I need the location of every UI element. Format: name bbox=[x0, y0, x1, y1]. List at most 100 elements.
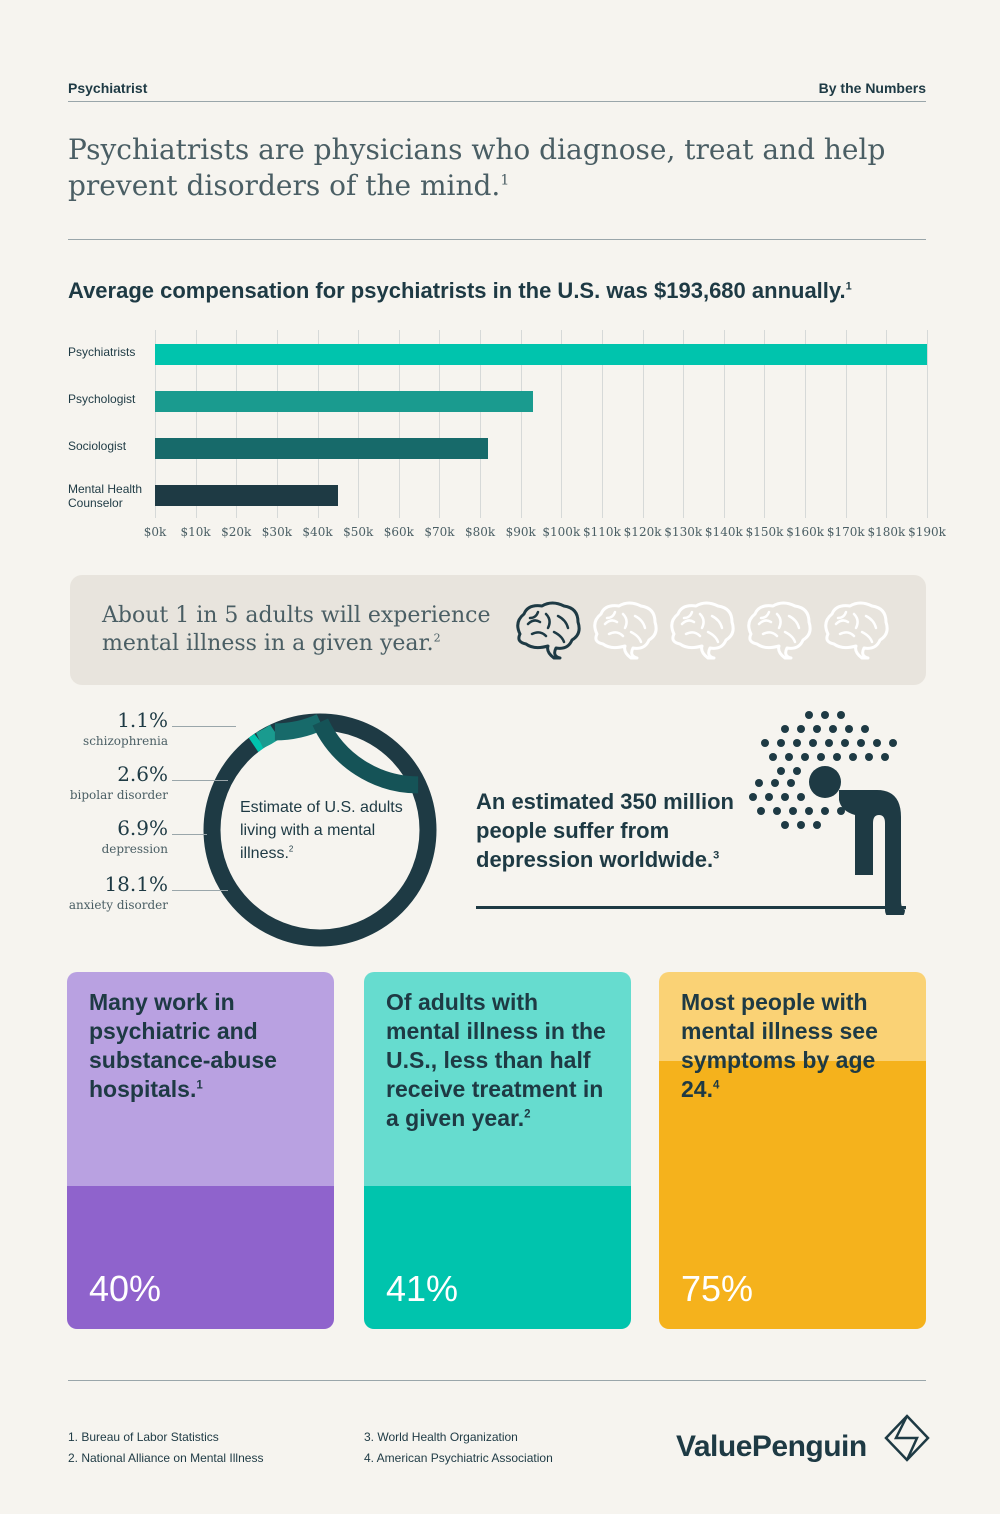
depression-footnote: 3 bbox=[713, 849, 720, 862]
donut-center-footnote: 2 bbox=[288, 844, 294, 854]
bar-gridline bbox=[439, 330, 441, 518]
intro-footnote: 1 bbox=[500, 172, 510, 189]
bar-gridline bbox=[561, 330, 563, 518]
bar-gridline bbox=[805, 330, 807, 518]
intro-text: Psychiatrists are physicians who diagnos… bbox=[68, 133, 886, 202]
donut-slice-bipolar-disorder bbox=[255, 724, 280, 749]
stat-card: Of adults with mental illness in the U.S… bbox=[364, 972, 631, 1329]
callout-statement: About 1 in 5 adults will experience ment… bbox=[102, 602, 502, 658]
donut-center-text: Estimate of U.S. adults living with a me… bbox=[240, 799, 403, 862]
intro-divider bbox=[68, 239, 926, 240]
bar-x-tick-label: $100k bbox=[542, 525, 581, 539]
donut-slice-label: schizophrenia bbox=[83, 734, 168, 748]
stat-card-background bbox=[67, 972, 334, 1186]
donut-slice-label: bipolar disorder bbox=[69, 788, 168, 802]
depression-text: An estimated 350 million people suffer f… bbox=[476, 789, 734, 872]
brand-logo-text: ValuePenguin bbox=[676, 1430, 867, 1463]
stat-card-footnote: 4 bbox=[712, 1079, 720, 1092]
bar-x-tick-label: $140k bbox=[704, 525, 743, 539]
stat-card-text: Most people with mental illness see symp… bbox=[681, 989, 878, 1102]
donut-slice-label: anxiety disorder bbox=[68, 898, 168, 912]
bar-x-tick-label: $60k bbox=[383, 525, 414, 539]
depression-statement: An estimated 350 million people suffer f… bbox=[476, 787, 776, 874]
bar-gridline bbox=[886, 330, 888, 518]
footer-divider bbox=[68, 1380, 926, 1381]
stat-card: Most people with mental illness see symp… bbox=[659, 972, 926, 1329]
bar-category-label: Psychologist bbox=[68, 392, 136, 406]
donut-chart bbox=[203, 713, 437, 947]
donut-slice-value: 2.6% bbox=[117, 762, 168, 786]
bar-gridline bbox=[927, 330, 928, 518]
bar-x-tick-label: $40k bbox=[302, 525, 333, 539]
stat-card-value: 40% bbox=[89, 1268, 162, 1309]
bar-x-tick-label: $90k bbox=[505, 525, 536, 539]
stat-card-fill bbox=[67, 1186, 334, 1329]
bar-chart-title: Average compensation for psychiatrists i… bbox=[68, 278, 852, 304]
donut-slice-value: 6.9% bbox=[117, 816, 168, 840]
donut-leader-line bbox=[172, 780, 228, 781]
stat-card: Many work in psychiatric and substance-a… bbox=[67, 972, 334, 1329]
bar-gridline bbox=[155, 330, 156, 518]
bar-x-tick-label: $30k bbox=[261, 525, 292, 539]
source-1: 1. Bureau of Labor Statistics bbox=[68, 1430, 219, 1444]
header-subtitle: By the Numbers bbox=[818, 80, 926, 96]
donut-slice-anxiety-disorder bbox=[312, 718, 419, 794]
stat-card-fill bbox=[659, 1061, 926, 1329]
callout-box bbox=[70, 575, 926, 685]
bar-gridline bbox=[683, 330, 685, 518]
bar-x-tick-label: $180k bbox=[867, 525, 906, 539]
bar-x-tick-label: $20k bbox=[221, 525, 252, 539]
bar-x-tick-label: $150k bbox=[745, 525, 784, 539]
donut-leader-line bbox=[172, 834, 207, 835]
bar-x-tick-label: $10k bbox=[180, 525, 211, 539]
bar-gridline bbox=[520, 330, 522, 518]
source-4: 4. American Psychiatric Association bbox=[364, 1451, 553, 1465]
stat-card-footnote: 1 bbox=[196, 1079, 203, 1092]
header-title: Psychiatrist bbox=[68, 80, 148, 96]
bar-x-tick-label: $190k bbox=[908, 525, 946, 539]
bar-gridline bbox=[845, 330, 847, 518]
bar-psychologist bbox=[155, 391, 533, 412]
bar-gridline bbox=[358, 330, 360, 518]
stat-card-text: Many work in psychiatric and substance-a… bbox=[89, 989, 277, 1102]
stat-card-fill bbox=[364, 1186, 631, 1329]
callout-text: About 1 in 5 adults will experience ment… bbox=[102, 603, 491, 656]
header-divider bbox=[68, 101, 926, 102]
bar-mental-health-counselor bbox=[155, 485, 338, 506]
bar-x-tick-label: $0k bbox=[143, 525, 167, 539]
stat-card-background bbox=[364, 972, 631, 1186]
bar-gridline bbox=[195, 330, 197, 518]
bar-chart-title-text: Average compensation for psychiatrists i… bbox=[68, 278, 846, 303]
stat-card-background bbox=[659, 972, 926, 1061]
brain-icon bbox=[516, 601, 581, 660]
bar-sociologist bbox=[155, 438, 489, 459]
stat-card-footnote: 2 bbox=[524, 1108, 531, 1121]
bar-x-tick-label: $120k bbox=[623, 525, 662, 539]
bar-x-tick-label: $70k bbox=[424, 525, 455, 539]
intro-statement: Psychiatrists are physicians who diagnos… bbox=[68, 132, 928, 204]
bar-gridline bbox=[642, 330, 644, 518]
donut-leader-line bbox=[172, 726, 236, 727]
bar-gridline bbox=[276, 330, 278, 518]
brain-icon bbox=[593, 601, 658, 660]
bar-x-tick-label: $170k bbox=[826, 525, 865, 539]
stat-card-value: 41% bbox=[386, 1268, 459, 1309]
donut-slice-schizophrenia bbox=[248, 733, 265, 752]
donut-slice-value: 18.1% bbox=[104, 872, 168, 896]
bar-gridline bbox=[601, 330, 603, 518]
bar-gridline bbox=[723, 330, 725, 518]
person-head-down-icon bbox=[749, 711, 907, 915]
bar-category-label: Sociologist bbox=[68, 439, 127, 453]
stat-card-text: Of adults with mental illness in the U.S… bbox=[386, 989, 606, 1131]
bar-gridline bbox=[764, 330, 766, 518]
bar-gridline bbox=[398, 330, 400, 518]
bar-x-tick-label: $130k bbox=[664, 525, 703, 539]
bar-x-tick-label: $50k bbox=[343, 525, 374, 539]
brand-logo-icon bbox=[884, 1414, 930, 1462]
bar-x-tick-label: $80k bbox=[464, 525, 496, 539]
callout-footnote: 2 bbox=[433, 631, 441, 645]
bar-gridline bbox=[480, 330, 482, 518]
bar-x-tick-label: $110k bbox=[583, 525, 621, 539]
stat-card-value: 75% bbox=[681, 1268, 754, 1309]
brain-icon bbox=[670, 601, 735, 660]
